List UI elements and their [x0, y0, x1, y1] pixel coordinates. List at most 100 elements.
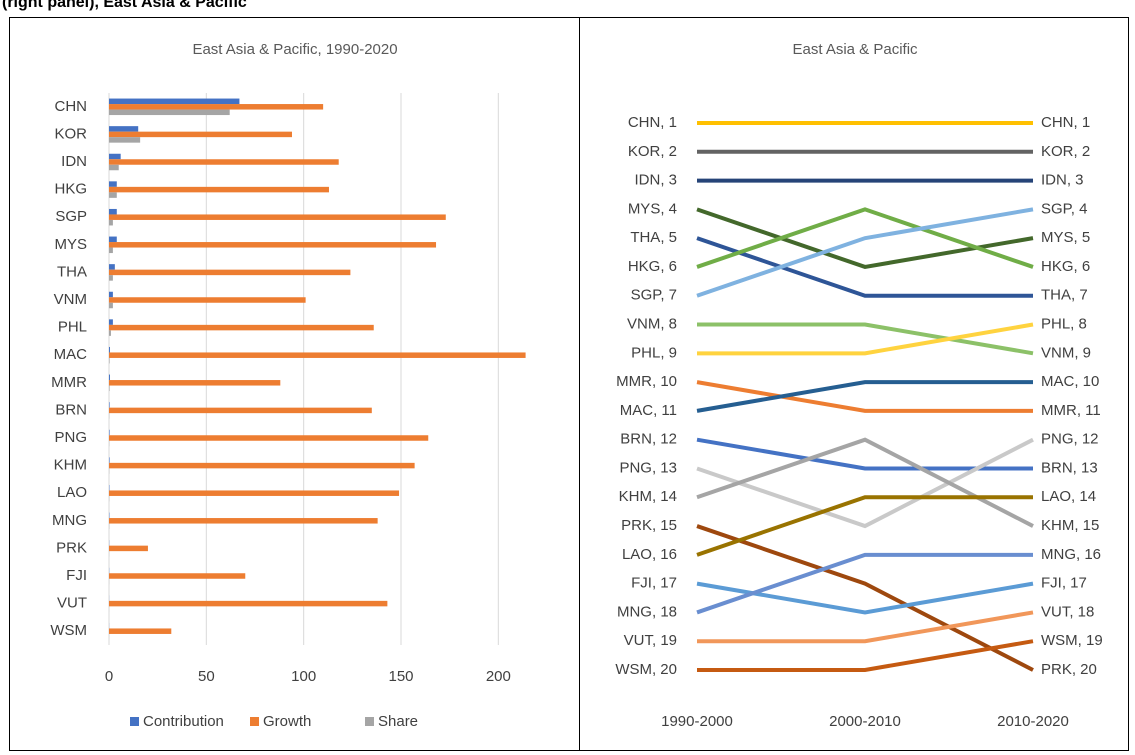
x-tick-label: 0	[105, 668, 113, 685]
bar	[109, 126, 139, 132]
data-label: MNG, 18	[617, 603, 677, 620]
bar	[109, 330, 111, 336]
bar	[109, 374, 110, 381]
data-label: HKG, 6	[1041, 258, 1090, 275]
data-label: MNG, 16	[1041, 546, 1101, 563]
data-label: KOR, 2	[1041, 143, 1090, 160]
caption: (right panel), East Asia & Pacific	[2, 0, 247, 11]
data-label: MAC, 11	[620, 402, 677, 419]
series-line	[696, 524, 1034, 672]
bar	[109, 104, 324, 110]
data-label: THA, 7	[1041, 287, 1088, 304]
bar	[109, 357, 110, 364]
bar	[109, 214, 446, 220]
x-tick-label: 150	[388, 668, 413, 685]
bar	[109, 242, 437, 248]
bar	[109, 346, 110, 353]
series-line	[696, 581, 1034, 615]
data-label: VNM, 9	[1041, 344, 1091, 361]
data-label: VUT, 19	[624, 632, 677, 649]
bar	[109, 352, 526, 358]
bar	[109, 164, 119, 171]
data-label: MYS, 5	[1041, 229, 1090, 246]
bar	[109, 236, 117, 243]
bar	[109, 600, 388, 607]
data-label: CHN, 1	[1041, 114, 1090, 131]
data-label: IDN, 3	[1041, 172, 1084, 189]
bar	[109, 407, 372, 414]
y-tick-label: PRK	[56, 539, 87, 556]
data-label: WSM, 20	[615, 661, 677, 678]
x-tick-label: 100	[291, 668, 316, 685]
series-line	[696, 437, 1034, 528]
series-line	[696, 380, 1033, 413]
bar	[109, 429, 110, 436]
legend-label: Growth	[263, 713, 311, 730]
bar	[109, 208, 117, 215]
data-label: PRK, 15	[621, 517, 677, 534]
bar	[109, 192, 117, 198]
x-tick-label: 1990-2000	[661, 713, 733, 730]
y-tick-label: VNM	[54, 291, 87, 308]
bar	[109, 264, 115, 270]
bar	[109, 385, 110, 392]
bar	[109, 462, 415, 469]
bar	[109, 490, 400, 496]
y-tick-label: VUT	[57, 595, 87, 612]
y-tick-label: KHM	[54, 457, 87, 474]
data-label: PRK, 20	[1041, 661, 1097, 678]
data-label: CHN, 1	[628, 114, 677, 131]
series-line	[696, 207, 1034, 298]
series-line	[697, 322, 1034, 356]
data-label: PHL, 9	[631, 344, 677, 361]
bar	[109, 380, 281, 386]
data-label: FJI, 17	[1041, 575, 1087, 592]
chart-title: East Asia & Pacific	[792, 41, 918, 58]
data-label: BRN, 12	[620, 431, 677, 448]
data-label: VNM, 8	[627, 315, 677, 332]
data-label: PHL, 8	[1041, 315, 1087, 332]
data-label: MYS, 4	[628, 200, 677, 217]
legend-swatch	[250, 717, 259, 726]
data-label: MAC, 10	[1041, 373, 1099, 390]
bar	[109, 628, 172, 634]
bar	[109, 159, 339, 165]
data-label: SGP, 4	[1041, 200, 1087, 217]
data-label: WSM, 19	[1041, 632, 1103, 649]
x-tick-label: 2000-2010	[829, 713, 901, 730]
y-tick-label: KOR	[54, 125, 87, 142]
series-line	[697, 639, 1034, 672]
legend-label: Contribution	[143, 713, 224, 730]
data-label: MMR, 10	[616, 373, 677, 390]
data-label: PNG, 12	[1041, 431, 1099, 448]
series-line	[697, 322, 1034, 356]
series-line	[696, 552, 1033, 615]
series-line	[696, 495, 1033, 557]
data-label: THA, 5	[630, 229, 677, 246]
x-tick-label: 2010-2020	[997, 713, 1069, 730]
bar	[109, 186, 329, 193]
y-tick-label: MAC	[54, 346, 88, 363]
series-line	[696, 380, 1033, 413]
bar	[109, 319, 113, 325]
y-tick-label: SGP	[55, 208, 87, 225]
bar	[109, 435, 429, 441]
data-label: LAO, 16	[622, 546, 677, 563]
series-line	[696, 207, 1034, 269]
data-label: PNG, 13	[619, 459, 677, 476]
bar	[109, 109, 230, 116]
bar	[109, 402, 110, 408]
bar	[109, 275, 113, 281]
series-line	[696, 437, 1034, 529]
y-tick-label: MMR	[51, 374, 87, 391]
y-tick-label: HKG	[54, 181, 87, 198]
y-tick-label: WSM	[50, 622, 87, 639]
data-label: MMR, 11	[1041, 402, 1101, 419]
bar	[109, 269, 351, 276]
data-label: FJI, 17	[631, 575, 677, 592]
y-tick-label: MYS	[54, 236, 87, 253]
y-tick-label: MNG	[52, 512, 87, 529]
x-tick-label: 50	[198, 668, 215, 685]
